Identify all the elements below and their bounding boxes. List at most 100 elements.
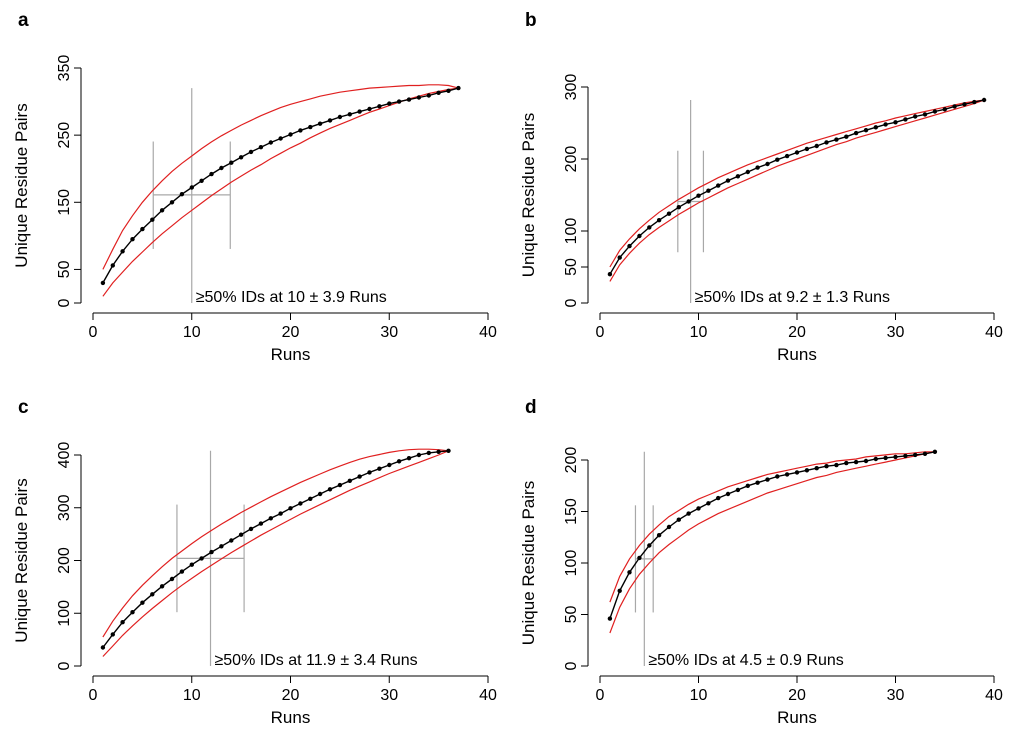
x-axis-title: Runs xyxy=(777,345,817,364)
mean-point xyxy=(347,112,352,117)
mean-point xyxy=(130,237,135,242)
mean-point xyxy=(298,501,303,506)
mean-point xyxy=(377,104,382,109)
mean-point xyxy=(209,171,214,177)
mean-point xyxy=(347,478,352,483)
mean-point xyxy=(962,102,967,107)
mean-point xyxy=(696,506,701,511)
mean-point xyxy=(893,120,898,125)
mean-point xyxy=(863,458,869,464)
mean-point xyxy=(952,104,957,109)
mean-point xyxy=(686,199,691,204)
mean-point xyxy=(169,200,175,205)
mean-point xyxy=(367,470,372,475)
mean-point xyxy=(637,233,642,239)
mean-point xyxy=(794,150,800,155)
mean-point xyxy=(357,109,362,114)
mean-point xyxy=(248,149,254,155)
y-tick-label: 0 xyxy=(563,298,580,307)
mean-point xyxy=(893,454,898,460)
mean-point xyxy=(647,225,652,230)
mean-point xyxy=(100,645,106,650)
panel-letter: a xyxy=(18,10,29,31)
mean-point xyxy=(725,178,731,183)
y-axis-title: Unique Residue Pairs xyxy=(12,478,31,642)
y-tick-label: 200 xyxy=(563,447,580,474)
mean-point xyxy=(288,506,293,511)
mean-point xyxy=(607,272,613,277)
mean-point xyxy=(140,226,145,232)
y-tick-label: 0 xyxy=(56,661,73,670)
mean-point xyxy=(406,97,412,102)
mean-point xyxy=(913,114,918,119)
mean-point xyxy=(327,118,333,123)
mean-point xyxy=(387,101,392,106)
mean-point xyxy=(426,93,431,98)
mean-point xyxy=(268,140,273,145)
mean-point xyxy=(199,556,204,561)
x-tick-label: 20 xyxy=(282,324,300,341)
mean-point xyxy=(784,472,790,477)
mean-line xyxy=(102,450,449,648)
mean-point xyxy=(745,169,750,175)
mean-point xyxy=(308,496,313,501)
x-tick-label: 30 xyxy=(887,687,905,704)
mean-point xyxy=(199,178,204,183)
mean-point xyxy=(716,183,721,188)
mean-point xyxy=(873,456,878,462)
y-tick-label: 150 xyxy=(563,498,580,525)
x-tick-label: 30 xyxy=(887,324,905,341)
x-tick-label: 0 xyxy=(596,687,605,704)
mean-point xyxy=(238,532,244,537)
mean-point xyxy=(179,569,185,574)
mean-point xyxy=(922,112,928,117)
panel-c: c 0 100 200 300 400 0 10 20 30 40 Runs Unique Residu… xyxy=(12,397,497,727)
mean-point xyxy=(725,491,731,497)
mean-point xyxy=(396,99,402,104)
x-tick-label: 40 xyxy=(479,687,497,704)
panel-letter: d xyxy=(525,397,537,418)
mean-point xyxy=(745,483,750,488)
x-axis-title: Runs xyxy=(271,345,311,364)
mean-point xyxy=(337,114,343,120)
mean-point xyxy=(446,88,451,94)
panel-b: b 0 50 100 200 300 0 10 20 30 40 Runs Unique Residue… xyxy=(519,10,1003,364)
mean-point xyxy=(853,130,859,136)
x-tick-label: 20 xyxy=(788,324,806,341)
x-tick-label: 10 xyxy=(183,687,201,704)
panel-letter: c xyxy=(18,397,29,418)
mean-point xyxy=(406,456,412,461)
mean-point xyxy=(706,188,711,193)
mean-point xyxy=(258,521,264,526)
mean-point xyxy=(150,217,155,222)
mean-point xyxy=(676,517,681,522)
mean-point xyxy=(298,128,303,133)
mean-point xyxy=(932,109,938,114)
mean-point xyxy=(863,128,869,133)
mean-point xyxy=(775,474,780,479)
mean-point xyxy=(209,549,214,555)
mean-point xyxy=(676,205,681,210)
mean-point xyxy=(844,460,849,466)
y-tick-label: 350 xyxy=(56,55,73,82)
x-tick-label: 10 xyxy=(690,687,708,704)
x-tick-label: 10 xyxy=(690,324,708,341)
mean-point xyxy=(765,477,770,482)
y-tick-label: 100 xyxy=(56,600,73,627)
mean-point xyxy=(426,450,431,456)
lower-bound-line xyxy=(102,87,459,297)
mean-point xyxy=(637,555,642,561)
x-tick-label: 0 xyxy=(89,324,98,341)
mean-point xyxy=(972,99,977,105)
mean-point xyxy=(942,107,947,112)
mean-point xyxy=(784,153,790,159)
x-tick-label: 30 xyxy=(380,687,398,704)
mean-point xyxy=(922,451,928,456)
mean-point xyxy=(981,97,987,103)
threshold-annotation: ≥50% IDs at 9.2 ± 1.3 Runs xyxy=(695,289,890,306)
mean-point xyxy=(140,600,145,605)
mean-point xyxy=(130,610,135,615)
y-tick-label: 300 xyxy=(563,74,580,101)
y-tick-label: 400 xyxy=(56,442,73,469)
